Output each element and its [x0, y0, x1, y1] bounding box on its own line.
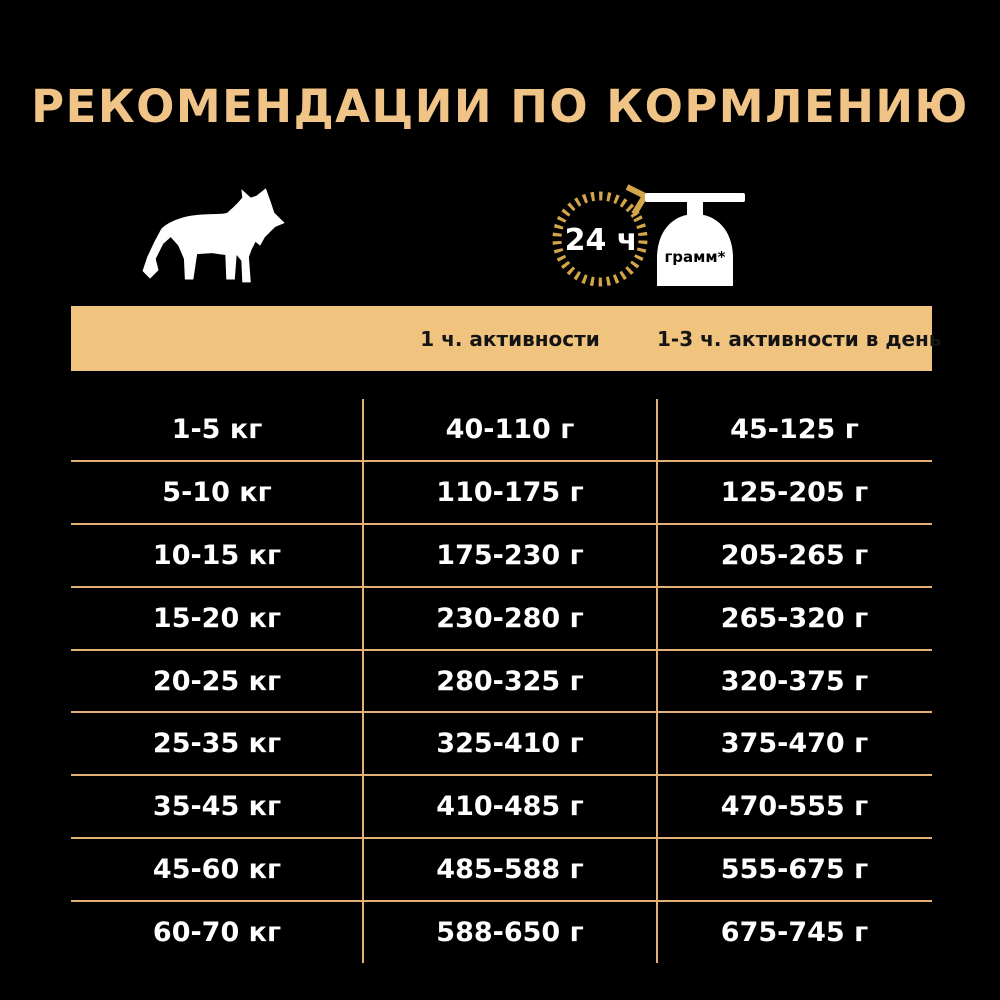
cell-activity-1-3h: 675-745 г — [720, 917, 869, 949]
cell-weight: 35-45 кг — [152, 791, 282, 823]
cell-activity-1-3h: 205-265 г — [720, 539, 869, 571]
cell-activity-1h: 230-280 г — [436, 602, 584, 634]
cell-activity-1-3h: 375-470 г — [720, 728, 869, 760]
dog-silhouette-icon — [142, 188, 285, 283]
cell-weight: 60-70 кг — [152, 917, 282, 949]
table-row: 10-15 кг 175-230 г 205-265 г — [71, 522, 932, 586]
table-row: 60-70 кг 588-650 г 675-745 г — [71, 900, 932, 963]
cell-weight: 10-15 кг — [152, 539, 282, 571]
cell-activity-1h: 485-588 г — [436, 854, 584, 886]
table-row: 5-10 кг 110-175 г 125-205 г — [71, 459, 932, 523]
table-row: 45-60 кг 485-588 г 555-675 г — [71, 837, 932, 900]
cell-weight: 1-5 кг — [171, 413, 263, 445]
gram-scale-icon: грамм* — [645, 193, 745, 286]
cell-weight: 15-20 кг — [152, 602, 282, 634]
clock-label: 24 ч — [565, 223, 638, 258]
cell-activity-1-3h: 265-320 г — [720, 602, 869, 634]
cell-activity-1-3h: 555-675 г — [720, 854, 869, 886]
page-title: РЕКОМЕНДАЦИИ ПО КОРМЛЕНИЮ — [31, 80, 969, 133]
cell-weight: 45-60 кг — [152, 854, 282, 886]
cell-activity-1h: 410-485 г — [436, 791, 584, 823]
scale-label: грамм* — [664, 248, 725, 266]
table-row: 20-25 кг 280-325 г 320-375 г — [71, 648, 932, 712]
cell-activity-1h: 325-410 г — [436, 728, 584, 760]
cell-activity-1h: 175-230 г — [436, 539, 584, 571]
table-row: 35-45 кг 410-485 г 470-555 г — [71, 774, 932, 837]
table-divider-vertical — [362, 399, 364, 963]
header-cell-activity-1-3h: 1-3 ч. активности в день — [657, 326, 942, 351]
clock-24h-icon: 24 ч — [552, 184, 650, 287]
cell-weight: 25-35 кг — [152, 728, 282, 760]
table-row: 15-20 кг 230-280 г 265-320 г — [71, 585, 932, 649]
cell-weight: 20-25 кг — [152, 665, 282, 697]
cell-activity-1h: 280-325 г — [436, 665, 584, 697]
table-header-bar: 1 ч. активности 1-3 ч. активности в день — [71, 306, 942, 371]
cell-activity-1h: 588-650 г — [436, 917, 584, 949]
cell-activity-1h: 40-110 г — [445, 413, 575, 445]
cell-activity-1-3h: 45-125 г — [730, 413, 859, 445]
feeding-table: 1-5 кг 40-110 г 45-125 г 5-10 кг 110-175… — [71, 399, 932, 963]
table-row: 1-5 кг 40-110 г 45-125 г — [71, 399, 932, 460]
cell-activity-1-3h: 470-555 г — [720, 791, 869, 823]
table-divider-vertical — [656, 399, 658, 963]
cell-activity-1-3h: 320-375 г — [720, 665, 869, 697]
cell-weight: 5-10 кг — [162, 476, 272, 508]
cell-activity-1-3h: 125-205 г — [720, 476, 869, 508]
cell-activity-1h: 110-175 г — [436, 476, 584, 508]
header-cell-activity-1h: 1 ч. активности — [420, 326, 600, 351]
table-row: 25-35 кг 325-410 г 375-470 г — [71, 711, 932, 774]
